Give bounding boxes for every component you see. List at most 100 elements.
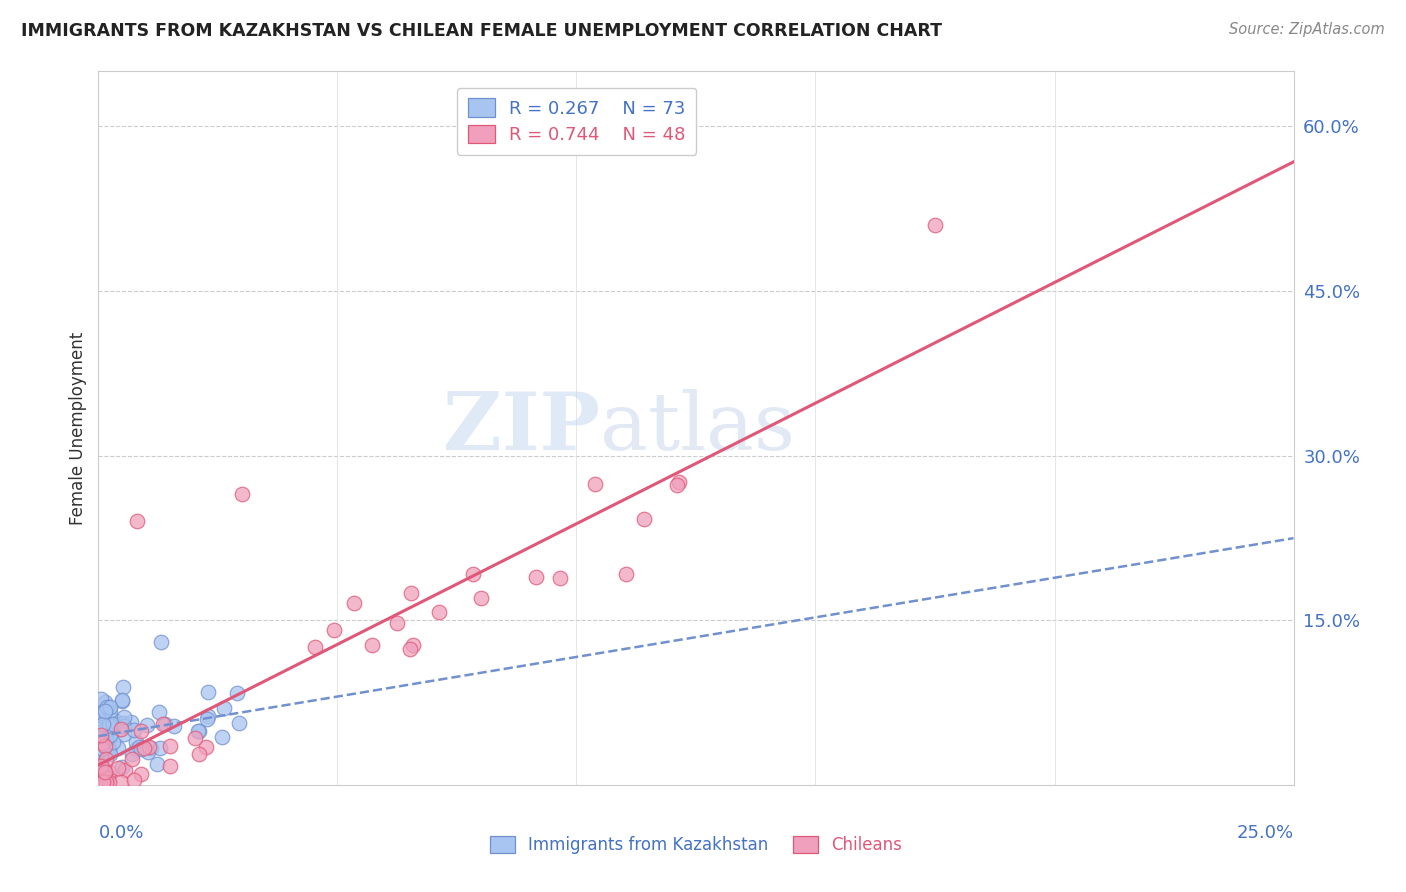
Point xyxy=(163,718,186,732)
Point xyxy=(583,477,606,491)
Point xyxy=(94,732,117,747)
Point xyxy=(135,718,157,732)
Point xyxy=(668,475,690,490)
Point xyxy=(614,566,637,581)
Point xyxy=(550,571,572,585)
Point xyxy=(112,727,135,741)
Point xyxy=(304,640,326,655)
Point xyxy=(94,704,117,718)
Point xyxy=(108,716,131,731)
Text: 0.0%: 0.0% xyxy=(98,824,143,842)
Point xyxy=(96,752,118,766)
Point xyxy=(90,751,112,765)
Text: Source: ZipAtlas.com: Source: ZipAtlas.com xyxy=(1229,22,1385,37)
Point xyxy=(98,718,121,732)
Point xyxy=(159,739,181,754)
Point xyxy=(524,569,547,583)
Point xyxy=(120,715,142,730)
Point xyxy=(103,713,125,727)
Point xyxy=(90,736,112,750)
Text: ZIP: ZIP xyxy=(443,389,600,467)
Y-axis label: Female Unemployment: Female Unemployment xyxy=(69,332,87,524)
Point xyxy=(93,765,115,780)
Point xyxy=(90,740,112,755)
Point xyxy=(385,616,408,631)
Point xyxy=(427,605,450,619)
Point xyxy=(122,723,145,738)
Point xyxy=(361,638,384,652)
Point xyxy=(399,642,422,657)
Point xyxy=(121,747,143,761)
Point xyxy=(323,623,346,637)
Point xyxy=(231,487,253,501)
Text: atlas: atlas xyxy=(600,389,796,467)
Point xyxy=(100,729,122,743)
Point xyxy=(90,729,112,743)
Point xyxy=(98,742,121,756)
Point xyxy=(97,739,120,753)
Point xyxy=(96,774,118,789)
Point xyxy=(111,694,134,708)
Point xyxy=(94,739,117,753)
Point xyxy=(155,717,177,731)
Point xyxy=(633,511,655,525)
Point xyxy=(125,734,148,748)
Point xyxy=(112,709,135,723)
Point xyxy=(149,635,172,649)
Point xyxy=(90,759,112,773)
Point xyxy=(195,712,218,726)
Point xyxy=(197,709,219,723)
Point xyxy=(125,515,148,529)
Point xyxy=(90,750,112,764)
Point xyxy=(343,596,366,610)
Point xyxy=(399,586,422,600)
Point xyxy=(131,767,153,781)
Point xyxy=(107,740,129,755)
Point xyxy=(98,704,121,718)
Point xyxy=(111,716,134,731)
Text: IMMIGRANTS FROM KAZAKHSTAN VS CHILEAN FEMALE UNEMPLOYMENT CORRELATION CHART: IMMIGRANTS FROM KAZAKHSTAN VS CHILEAN FE… xyxy=(21,22,942,40)
Point xyxy=(148,706,170,720)
Point xyxy=(93,744,115,758)
Point xyxy=(146,757,169,772)
Point xyxy=(94,739,117,753)
Point xyxy=(195,739,218,754)
Point xyxy=(91,774,114,789)
Point xyxy=(402,638,425,652)
Point xyxy=(94,771,117,785)
Point xyxy=(197,685,219,699)
Point xyxy=(90,707,112,722)
Point xyxy=(187,724,209,739)
Point xyxy=(152,716,174,731)
Point xyxy=(110,774,132,789)
Point xyxy=(91,705,114,719)
Point xyxy=(91,730,114,744)
Point xyxy=(98,699,121,714)
Point xyxy=(91,716,114,731)
Point xyxy=(98,728,121,742)
Point xyxy=(90,765,112,780)
Point xyxy=(134,741,156,756)
Point xyxy=(211,731,233,745)
Point xyxy=(90,742,112,756)
Point xyxy=(129,723,152,738)
Point xyxy=(139,741,162,756)
Point xyxy=(188,724,211,739)
Point xyxy=(461,566,484,581)
Point xyxy=(90,721,112,735)
Point xyxy=(107,761,129,775)
Point xyxy=(96,699,118,714)
Point xyxy=(149,741,172,756)
Point xyxy=(110,722,132,736)
Point xyxy=(93,709,115,723)
Point xyxy=(924,218,946,232)
Point xyxy=(97,769,120,783)
Point xyxy=(212,700,235,714)
Point xyxy=(111,760,134,774)
Point xyxy=(90,724,112,739)
Point xyxy=(90,691,112,706)
Point xyxy=(138,740,160,755)
Point xyxy=(131,742,153,756)
Point xyxy=(188,747,211,761)
Point xyxy=(136,745,159,759)
